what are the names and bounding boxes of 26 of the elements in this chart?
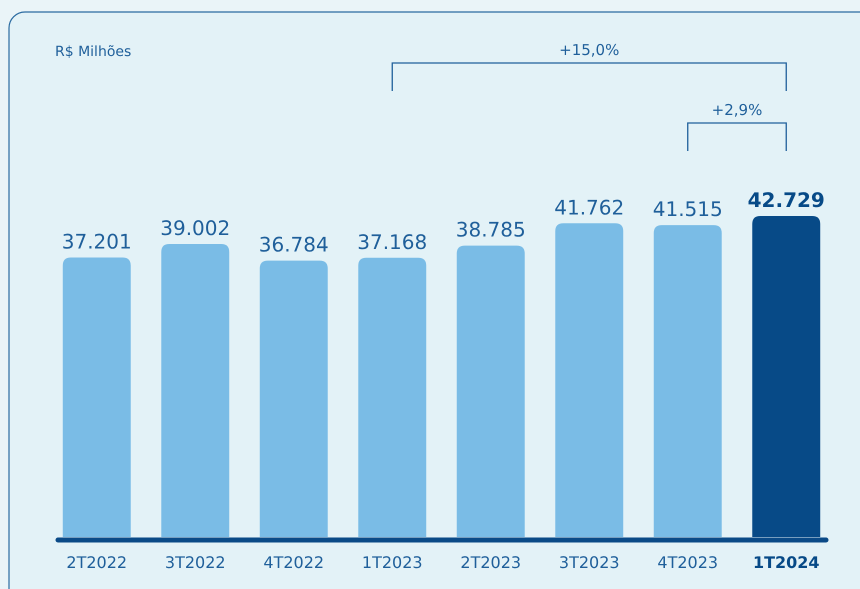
x-tick-label: 4T2022 — [263, 553, 324, 572]
x-tick-label: 2T2023 — [460, 553, 522, 572]
x-tick-label: 3T2022 — [164, 553, 226, 572]
data-label: 37.201 — [62, 230, 132, 254]
data-label: 37.168 — [357, 230, 428, 254]
data-label: 38.785 — [456, 218, 526, 242]
text: +2,9% — [712, 101, 762, 119]
x-tick-label: 1T2024 — [752, 553, 820, 572]
data-label: 41.515 — [652, 197, 723, 222]
text: +15,0% — [559, 41, 620, 59]
data-label: 41.762 — [554, 195, 624, 220]
x-tick-label: 3T2023 — [558, 553, 620, 572]
bar — [260, 260, 328, 537]
x-tick-label: 4T2023 — [657, 553, 718, 572]
bar — [161, 244, 230, 537]
x-tick-label: 2T2022 — [66, 553, 128, 572]
data-label: 39.002 — [160, 216, 230, 240]
bar — [654, 225, 722, 537]
x-tick-label: 1T2023 — [362, 553, 423, 572]
bar — [555, 223, 624, 537]
text: R$ Milhões — [55, 44, 132, 60]
bar — [358, 258, 426, 537]
data-label: 42.729 — [748, 188, 825, 212]
bar — [62, 258, 131, 537]
bar — [456, 246, 525, 537]
data-label: 36.784 — [258, 232, 329, 257]
